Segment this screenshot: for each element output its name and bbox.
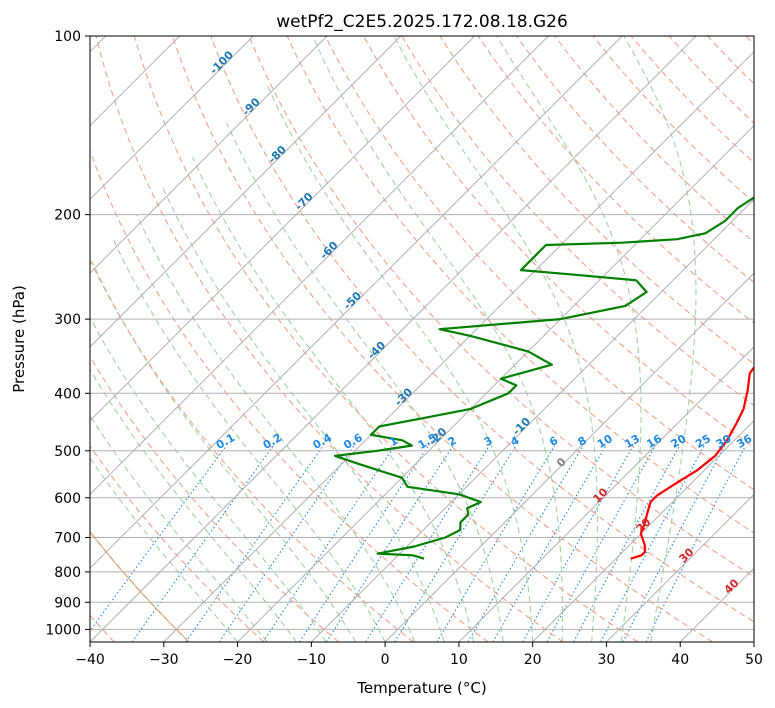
isotherm-line xyxy=(90,36,476,422)
mixing-ratio-line xyxy=(218,445,355,642)
y-tick-label: 900 xyxy=(54,595,81,611)
y-axis-label: Pressure (hPa) xyxy=(10,285,28,393)
profile-lines xyxy=(334,196,754,560)
isotherm-line xyxy=(310,198,754,642)
mixing-ratio-lines xyxy=(90,445,747,642)
mixing-ratio-line xyxy=(262,445,396,642)
moist-adiabat xyxy=(90,457,239,642)
isobar-grid xyxy=(90,36,754,630)
y-tick-label: 800 xyxy=(54,565,81,581)
x-tick-label: 40 xyxy=(671,652,689,668)
x-tick-label: 10 xyxy=(450,652,468,668)
isotherm-line xyxy=(384,272,754,642)
x-tick-label: 50 xyxy=(745,652,763,668)
y-tick-label: 600 xyxy=(54,491,81,507)
isotherm-line xyxy=(532,419,754,642)
plot-frame xyxy=(89,35,755,643)
mixing-ratio-line xyxy=(325,445,454,642)
mixing-ratio-line xyxy=(546,445,656,642)
isotherm-line xyxy=(90,36,697,642)
dry-adiabat xyxy=(90,258,414,642)
chart-title: wetPf2_C2E5.2025.172.08.18.G26 xyxy=(276,12,568,32)
isotherm-line xyxy=(237,124,754,642)
isotherm-line xyxy=(90,36,254,201)
moist-adiabat xyxy=(112,238,386,642)
mixing-ratio-line xyxy=(299,445,429,642)
isotherm-line xyxy=(606,493,754,642)
mixing-ratio-label: 36 xyxy=(734,432,754,451)
mixing-ratio-line xyxy=(645,445,747,642)
plot-area: -100-90-80-70-60-50-40-30-20 -10010203040… xyxy=(90,36,754,642)
dewpoint-line xyxy=(334,196,754,560)
x-tick-label: 0 xyxy=(381,652,390,668)
dry-adiabat xyxy=(210,36,754,623)
isotherm-grid xyxy=(90,36,754,642)
isotherm-line xyxy=(90,36,549,496)
moist-adiabat xyxy=(312,36,563,642)
y-tick-label: 500 xyxy=(54,444,81,460)
x-tick-label: −40 xyxy=(75,652,105,668)
dry-adiabat xyxy=(324,36,754,491)
mixing-ratio-line xyxy=(467,445,584,642)
temperature-line xyxy=(630,365,754,560)
x-tick-label: 20 xyxy=(524,652,542,668)
limit-curves xyxy=(90,530,190,642)
y-tick-label: 400 xyxy=(54,386,81,402)
y-tick-label: 200 xyxy=(54,208,81,224)
mixing-ratio-line xyxy=(436,445,556,642)
mixing-ratio-line xyxy=(185,445,324,642)
moist-adiabats xyxy=(90,36,697,642)
x-tick-label: −10 xyxy=(297,652,327,668)
moist-adiabat xyxy=(136,214,416,642)
moist-adiabat xyxy=(90,316,327,642)
dry-adiabat xyxy=(630,36,754,164)
x-tick-label: −30 xyxy=(149,652,179,668)
isotherm-line xyxy=(90,36,402,348)
mixing-ratio-line xyxy=(365,445,490,642)
isotherm-line xyxy=(90,36,328,274)
dry-adiabat xyxy=(516,36,754,284)
moist-adiabat xyxy=(162,187,445,642)
y-tick-label: 100 xyxy=(54,29,81,45)
moist-adiabat xyxy=(496,36,642,642)
mixing-ratio-line xyxy=(90,445,227,632)
x-tick-label: 30 xyxy=(598,652,616,668)
isotherm-line xyxy=(90,36,623,569)
mixing-ratio-line xyxy=(131,445,274,642)
x-axis-label: Temperature (°C) xyxy=(356,679,486,697)
dry-adiabat xyxy=(133,36,639,642)
moist-adiabat xyxy=(90,414,268,642)
limit-curve xyxy=(90,530,190,642)
dry-adiabat xyxy=(248,36,754,578)
moist-adiabat xyxy=(393,36,598,642)
isotherm-line xyxy=(163,51,754,642)
x-tick-label: −20 xyxy=(223,652,253,668)
y-tick-label: 700 xyxy=(54,531,81,547)
dry-adiabat xyxy=(90,445,265,642)
y-tick-label: 300 xyxy=(54,312,81,328)
dry-adiabat xyxy=(401,36,754,407)
y-tick-label: 1000 xyxy=(45,622,81,638)
moist-adiabat xyxy=(623,36,697,642)
isotherm-line xyxy=(458,346,754,642)
y-axis-ticks: 100 200 300 400 500 600 700 800 900 1000 xyxy=(45,29,90,638)
moist-adiabat xyxy=(91,261,357,642)
mixing-ratio-line xyxy=(622,445,726,642)
moist-adiabat xyxy=(265,82,534,642)
x-axis-ticks: −40 −30 −20 −10 0 10 20 30 40 50 xyxy=(75,642,763,668)
